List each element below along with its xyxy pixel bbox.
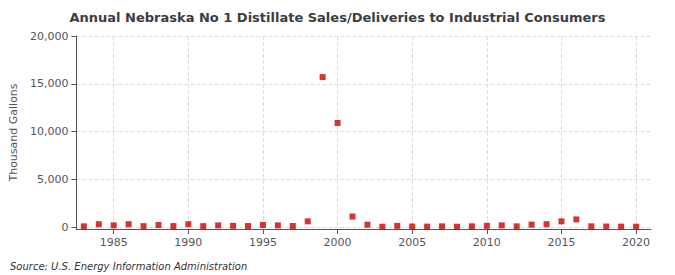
svg-text:0: 0 xyxy=(61,221,68,234)
svg-text:2000: 2000 xyxy=(324,236,352,249)
svg-text:Thousand Gallons: Thousand Gallons xyxy=(7,83,20,182)
svg-text:2015: 2015 xyxy=(547,236,575,249)
svg-text:1995: 1995 xyxy=(249,236,277,249)
svg-text:5,000: 5,000 xyxy=(37,173,69,186)
svg-text:1990: 1990 xyxy=(174,236,202,249)
svg-text:2020: 2020 xyxy=(622,236,650,249)
svg-text:1985: 1985 xyxy=(100,236,128,249)
svg-text:Annual Nebraska No 1 Distillat: Annual Nebraska No 1 Distillate Sales/De… xyxy=(69,10,605,25)
svg-text:20,000: 20,000 xyxy=(30,30,69,43)
svg-text:10,000: 10,000 xyxy=(30,125,69,138)
svg-text:2005: 2005 xyxy=(398,236,426,249)
svg-text:Source: U.S. Energy Informatio: Source: U.S. Energy Information Administ… xyxy=(10,261,247,272)
svg-text:15,000: 15,000 xyxy=(30,77,69,90)
svg-text:2010: 2010 xyxy=(473,236,501,249)
